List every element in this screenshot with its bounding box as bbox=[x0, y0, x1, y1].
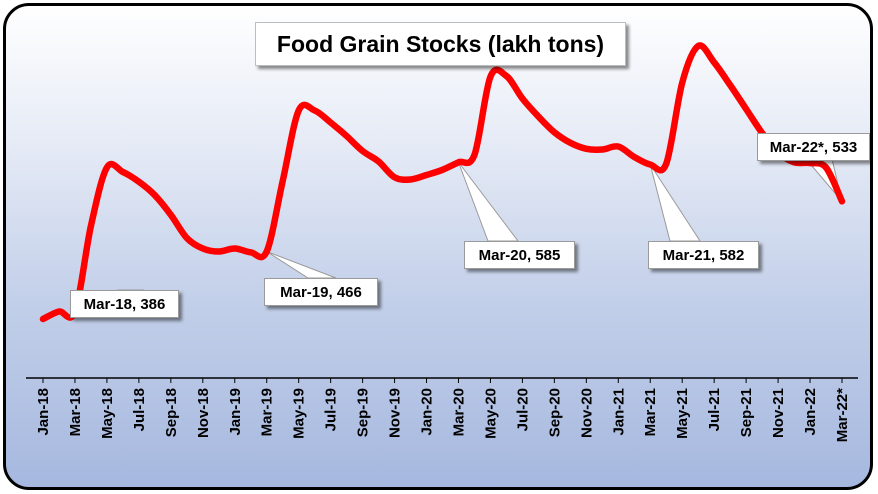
annotation-label: Mar-22* bbox=[769, 138, 824, 156]
x-tick-label: Mar-20 bbox=[450, 388, 467, 436]
annotation-pointer bbox=[458, 161, 520, 242]
line-chart: Jan-18 Mar-18 May-18 Jul-18 Sep-18 Nov-18 Jan-… bbox=[26, 42, 858, 442]
x-tick-label: Nov-18 bbox=[195, 388, 212, 438]
x-tick-label: Jan-19 bbox=[227, 388, 244, 436]
x-tick-label: Jul-21 bbox=[706, 388, 723, 431]
x-tick-label: Jan-20 bbox=[419, 388, 436, 436]
x-tick-label: Nov-19 bbox=[387, 388, 404, 438]
annotation-label: Mar-20 bbox=[478, 246, 527, 264]
x-tick-label: Sep-18 bbox=[163, 388, 180, 437]
annotation-value: 585 bbox=[535, 246, 561, 264]
x-tick-label: Jan-22 bbox=[802, 388, 819, 436]
annotation-value: 386 bbox=[140, 295, 166, 313]
annotation-mar-18: Mar-18, 386 bbox=[70, 290, 179, 318]
x-tick-label: Nov-20 bbox=[578, 388, 595, 438]
x-tick-label: May-20 bbox=[482, 388, 499, 439]
x-tick-label: Jul-19 bbox=[323, 388, 340, 431]
annotation-label: Mar-18 bbox=[83, 295, 132, 313]
x-tick-label: Sep-21 bbox=[738, 388, 755, 437]
x-tick-label: Nov-21 bbox=[770, 388, 787, 438]
x-tick-label: May-19 bbox=[291, 388, 308, 439]
annotation-mar-20: Mar-20, 585 bbox=[464, 241, 575, 269]
x-tick-label: May-21 bbox=[674, 388, 691, 439]
x-tick-label: Jan-21 bbox=[610, 388, 627, 436]
x-tick-label: Mar-21 bbox=[642, 388, 659, 436]
x-tick-label: Jan-18 bbox=[35, 388, 52, 436]
series-line bbox=[39, 42, 846, 323]
chart-title: Food Grain Stocks (lakh tons) bbox=[255, 22, 626, 66]
x-tick-label: Mar-22* bbox=[834, 388, 851, 442]
annotation-value: 533 bbox=[832, 138, 858, 156]
chart-frame: Jan-18 Mar-18 May-18 Jul-18 Sep-18 Nov-18 Jan-… bbox=[3, 3, 873, 490]
x-tick-label: Sep-20 bbox=[546, 388, 563, 437]
annotation-label: Mar-19 bbox=[280, 283, 329, 301]
x-tick-label: May-18 bbox=[99, 388, 116, 439]
annotation-pointer bbox=[649, 164, 701, 242]
x-tick-label: Mar-18 bbox=[67, 388, 84, 436]
x-tick-label: Jul-20 bbox=[514, 388, 531, 431]
annotation-mar-19: Mar-19, 466 bbox=[264, 278, 378, 306]
annotation-label: Mar-21 bbox=[662, 246, 711, 264]
annotation-value: 582 bbox=[719, 246, 745, 264]
x-tick-label: Mar-19 bbox=[259, 388, 276, 436]
annotation-mar-21: Mar-21, 582 bbox=[648, 241, 759, 269]
annotation-value: 466 bbox=[336, 283, 362, 301]
x-tick-label: Jul-18 bbox=[131, 388, 148, 431]
x-tick-label: Sep-19 bbox=[355, 388, 372, 437]
annotation-pointer bbox=[266, 251, 337, 279]
annotation-mar-22: Mar-22*, 533 bbox=[757, 133, 870, 161]
